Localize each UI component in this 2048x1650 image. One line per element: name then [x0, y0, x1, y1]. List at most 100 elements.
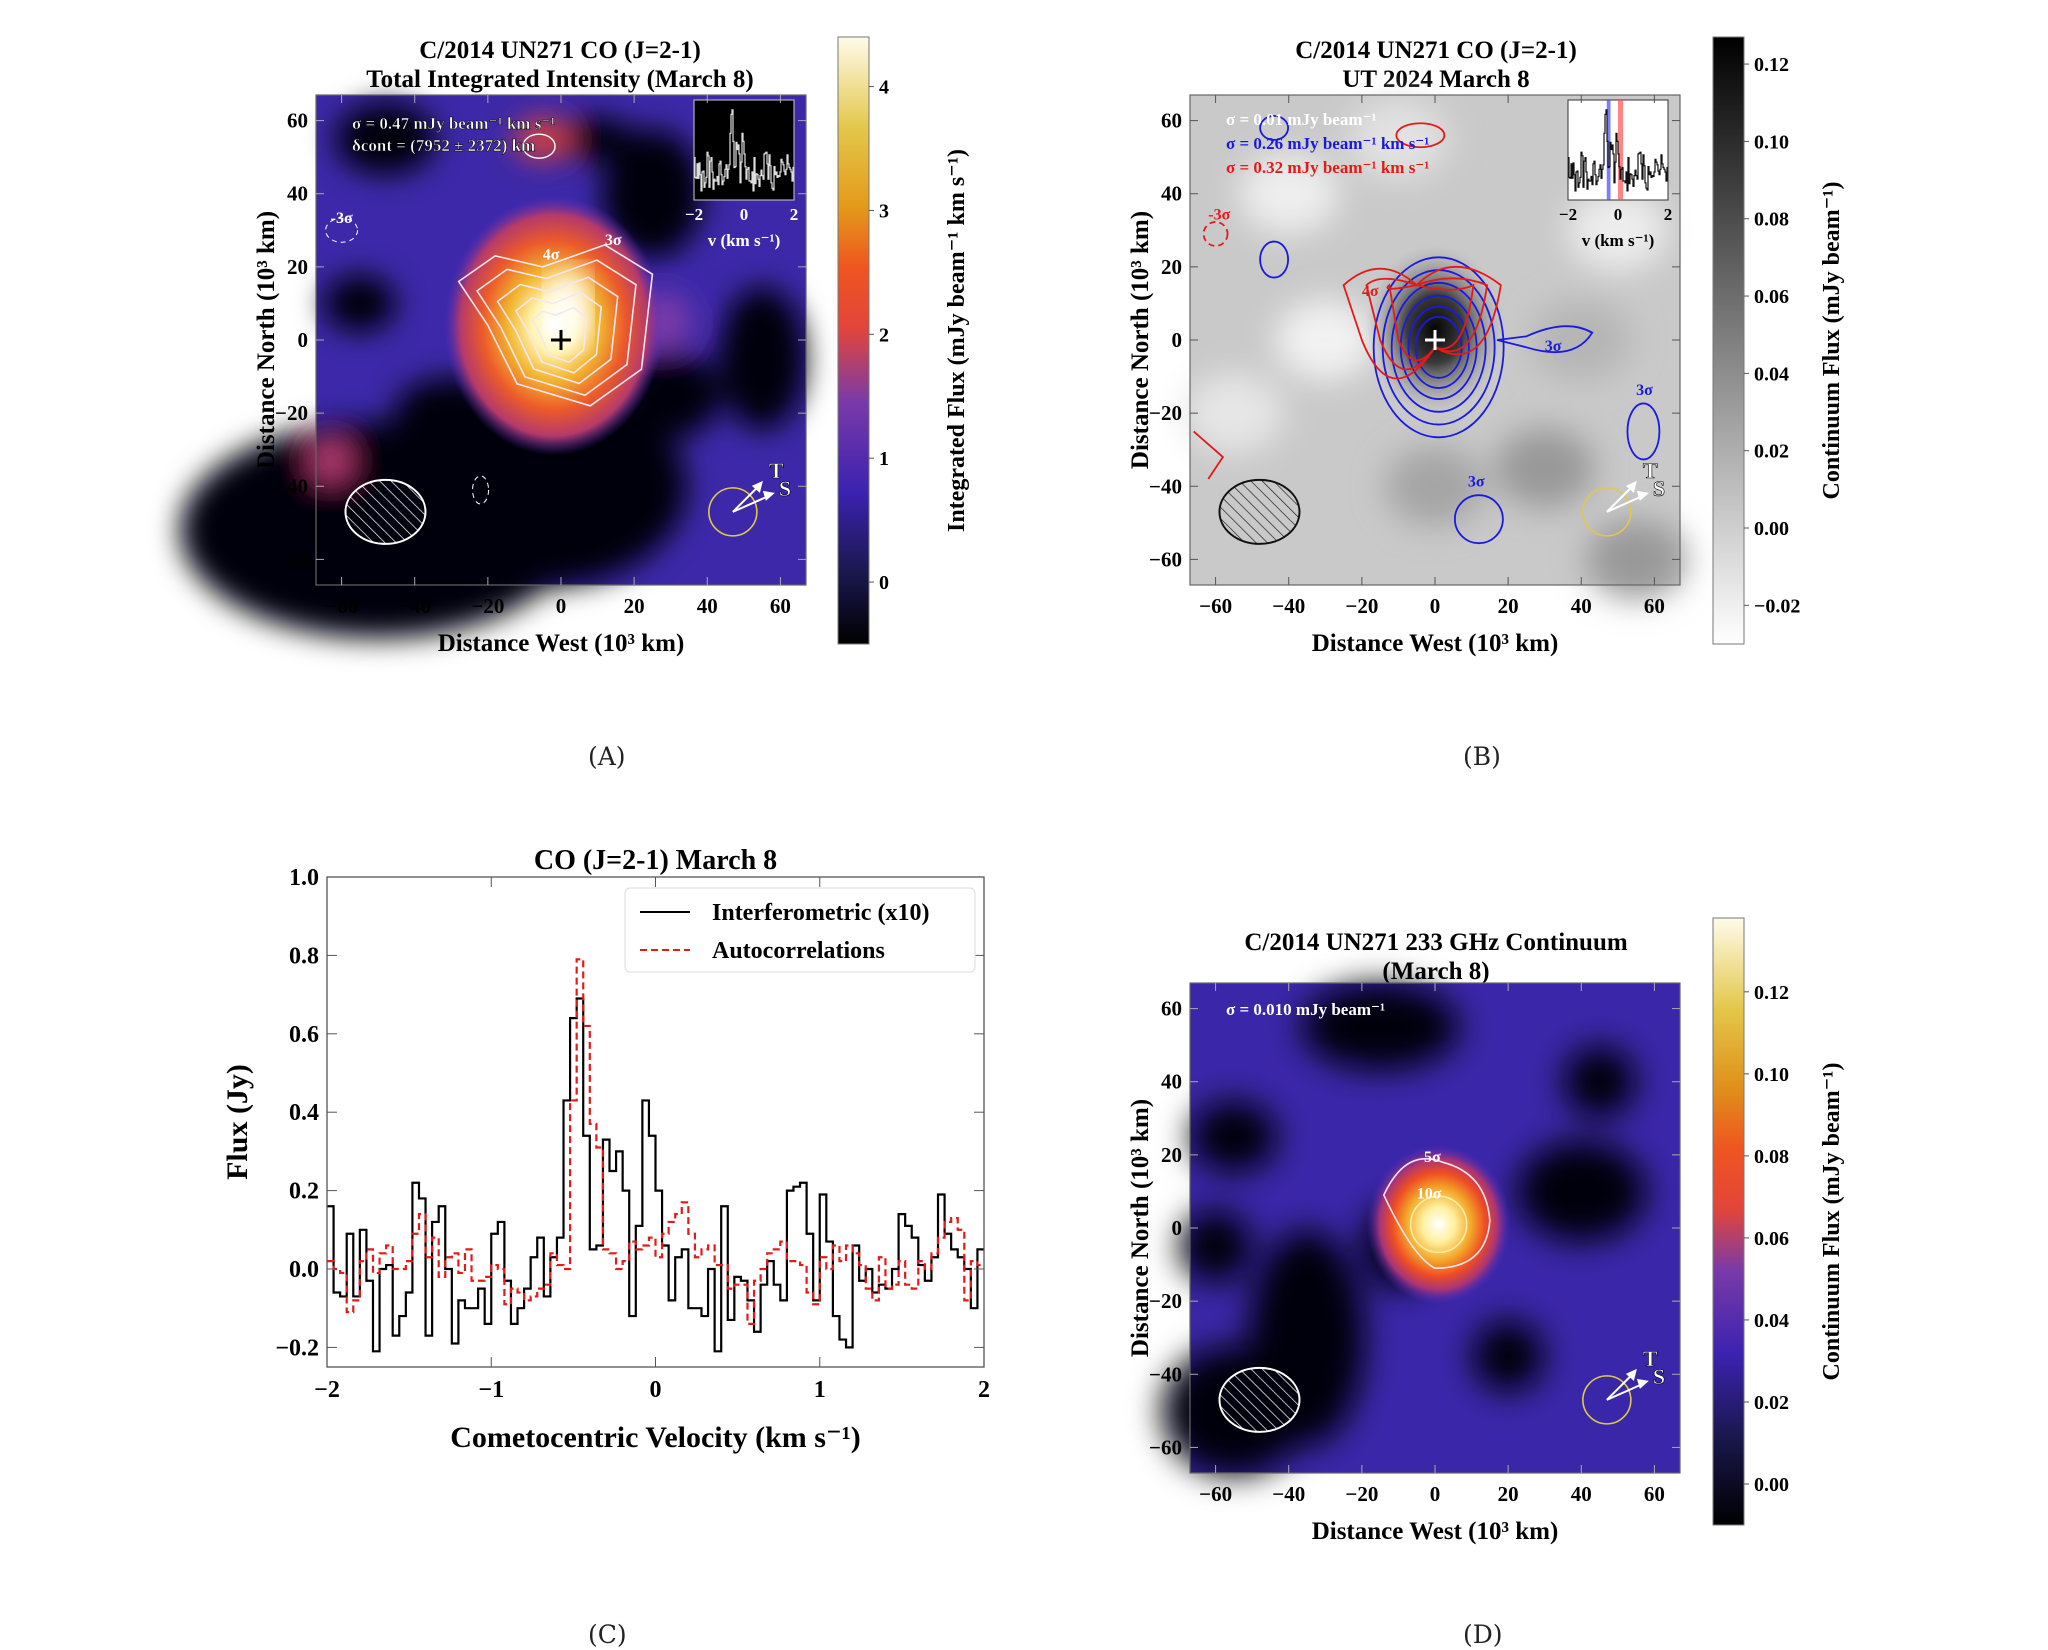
arrow-head-icon [1636, 490, 1649, 501]
colorbar-label: Continuum Flux (mJy beam⁻¹) [1819, 1063, 1845, 1381]
dark-region [1472, 1319, 1545, 1392]
tail-direction-arrow [732, 485, 760, 513]
x-tick-label: −60 [325, 594, 358, 618]
contour-line [522, 133, 556, 159]
panel-label-c: (C) [588, 1620, 627, 1649]
noise-blob [1183, 373, 1284, 454]
y-tick-label: −20 [1149, 1289, 1182, 1313]
colorbar-tick-label: 0.02 [1754, 441, 1789, 463]
nucleus-marker-icon [551, 330, 571, 350]
red-contour-line [1386, 283, 1475, 362]
panel-a: C/2014 UN271 CO (J=2-1) Total Integrated … [0, 0, 1024, 800]
y-tick-label: 60 [1161, 997, 1182, 1021]
x-tick-label: −40 [1272, 594, 1305, 618]
dark-region [1300, 983, 1460, 1071]
blue-contour-line [1372, 256, 1505, 439]
x-tick-label: −2 [314, 1377, 340, 1403]
negative-contour [325, 217, 359, 243]
inset-tick-label: −2 [685, 205, 703, 224]
panel-d: C/2014 UN271 233 GHz Continuum (March 8) … [0, 820, 2048, 1650]
legend-label: Autocorrelations [712, 938, 885, 964]
legend-box [624, 887, 976, 973]
y-tick-label: 20 [1161, 255, 1182, 279]
colorbar-tick-label: 1 [879, 448, 889, 470]
panel-a-svg: C/2014 UN271 CO (J=2-1)Total Integrated … [180, 36, 970, 657]
beam-ellipse [344, 478, 427, 545]
x-axis-label: Cometocentric Velocity (km s⁻¹) [450, 1421, 861, 1454]
blue-contour-line [1390, 281, 1487, 413]
emission-peak [546, 267, 591, 348]
red-negative-contour [1202, 221, 1229, 247]
x-tick-label: 60 [1644, 594, 1665, 618]
beam-ellipse [1218, 1366, 1301, 1433]
colorbar-tick-label: 0.04 [1754, 1310, 1789, 1332]
arrow-head-icon [1625, 480, 1637, 493]
blue-contour-line [1407, 305, 1470, 389]
x-tick-label: 0 [556, 594, 567, 618]
x-tick-label: 2 [978, 1377, 990, 1403]
colorbar-tick-label: 4 [879, 77, 889, 99]
colorbar-tick-label: 0.12 [1754, 982, 1789, 1004]
inset-tick-label: 2 [790, 205, 799, 224]
direction-label-s: S [1653, 476, 1665, 501]
arrow-head-icon [762, 490, 775, 501]
x-tick-label: −40 [1272, 1482, 1305, 1506]
y-tick-label: 0.6 [289, 1022, 319, 1048]
blue-contour-line [1259, 240, 1290, 279]
red-contour-line [1365, 277, 1489, 371]
arrow-head-icon [1636, 1378, 1649, 1389]
direction-label-t: T [1643, 1346, 1658, 1371]
x-tick-label: −1 [478, 1377, 504, 1403]
direction-label-s: S [779, 476, 791, 501]
panel-label-d: (D) [1463, 1620, 1503, 1649]
colorbar-tick-label: 0.06 [1754, 286, 1789, 308]
noise-blob [1238, 153, 1339, 234]
contour-label: 3σ [1636, 382, 1653, 399]
chart-title-line: (March 8) [1382, 958, 1489, 985]
contour-line [496, 276, 619, 385]
comet-circle [708, 487, 758, 537]
panel-c: CO (J=2-1) March 8 −2 −1 0 1 2 −0.2 0.0 0.2 0.4 0.… [0, 820, 1024, 1650]
panel-b-colorbar: −0.02 0.00 0.02 0.04 0.06 0.08 0.10 0.12 Continu… [1712, 36, 1845, 645]
contour-line [475, 259, 637, 397]
y-tick-label: 0 [1172, 328, 1183, 352]
chart-title-line: C/2014 UN271 CO (J=2-1) [1295, 37, 1577, 64]
panel-a-title: C/2014 UN271 CO (J=2-1)Total Integrated … [366, 37, 753, 93]
panel-d-svg: C/2014 UN271 233 GHz Continuum(March 8) … [1127, 917, 1845, 1545]
x-tick-label: −20 [471, 594, 504, 618]
sigma-annotation: σ = 0.47 mJy beam⁻¹ km s⁻¹ [352, 114, 555, 133]
colorbar-tick-label: 3 [879, 200, 889, 222]
y-tick-label: −40 [1149, 474, 1182, 498]
x-tick-label: −40 [398, 594, 431, 618]
y-tick-label: −60 [1149, 1435, 1182, 1459]
x-tick-label: 60 [1644, 1482, 1665, 1506]
red-contour-line [1395, 122, 1446, 149]
y-tick-label: −60 [275, 547, 308, 571]
y-tick-label: 60 [287, 109, 308, 133]
direction-label-t: T [769, 458, 784, 483]
x-tick-label: 20 [1498, 1482, 1519, 1506]
tail-direction-arrow [1606, 1373, 1634, 1401]
dark-region [602, 128, 703, 259]
direction-label-t: T [1643, 458, 1658, 483]
blue-contour-line [1496, 325, 1594, 354]
comet-circle [1582, 487, 1632, 537]
panel-label-a: (A) [588, 742, 626, 771]
colorbar-tick-label: 0.10 [1754, 1064, 1789, 1086]
sun-direction-arrow [1606, 1382, 1644, 1401]
chart-title-line: UT 2024 March 8 [1342, 66, 1529, 93]
dark-region [1190, 1100, 1278, 1173]
panel-b-title: C/2014 UN271 CO (J=2-1)UT 2024 March 8 [1295, 37, 1577, 93]
nucleus-marker-icon [1425, 330, 1445, 350]
y-tick-label: 0.4 [289, 1100, 319, 1126]
inset-tick-label: −2 [1559, 205, 1577, 224]
x-tick-label: −20 [1345, 594, 1378, 618]
colorbar-tick-label: 0.08 [1754, 209, 1789, 231]
panel-d-title: C/2014 UN271 233 GHz Continuum(March 8) [1244, 929, 1628, 985]
noise-field [180, 102, 806, 639]
legend: Interferometric (x10) Autocorrelations [624, 887, 976, 973]
arrow-head-icon [751, 480, 763, 493]
y-tick-label: 40 [287, 182, 308, 206]
x-tick-label: 0 [1430, 594, 1441, 618]
